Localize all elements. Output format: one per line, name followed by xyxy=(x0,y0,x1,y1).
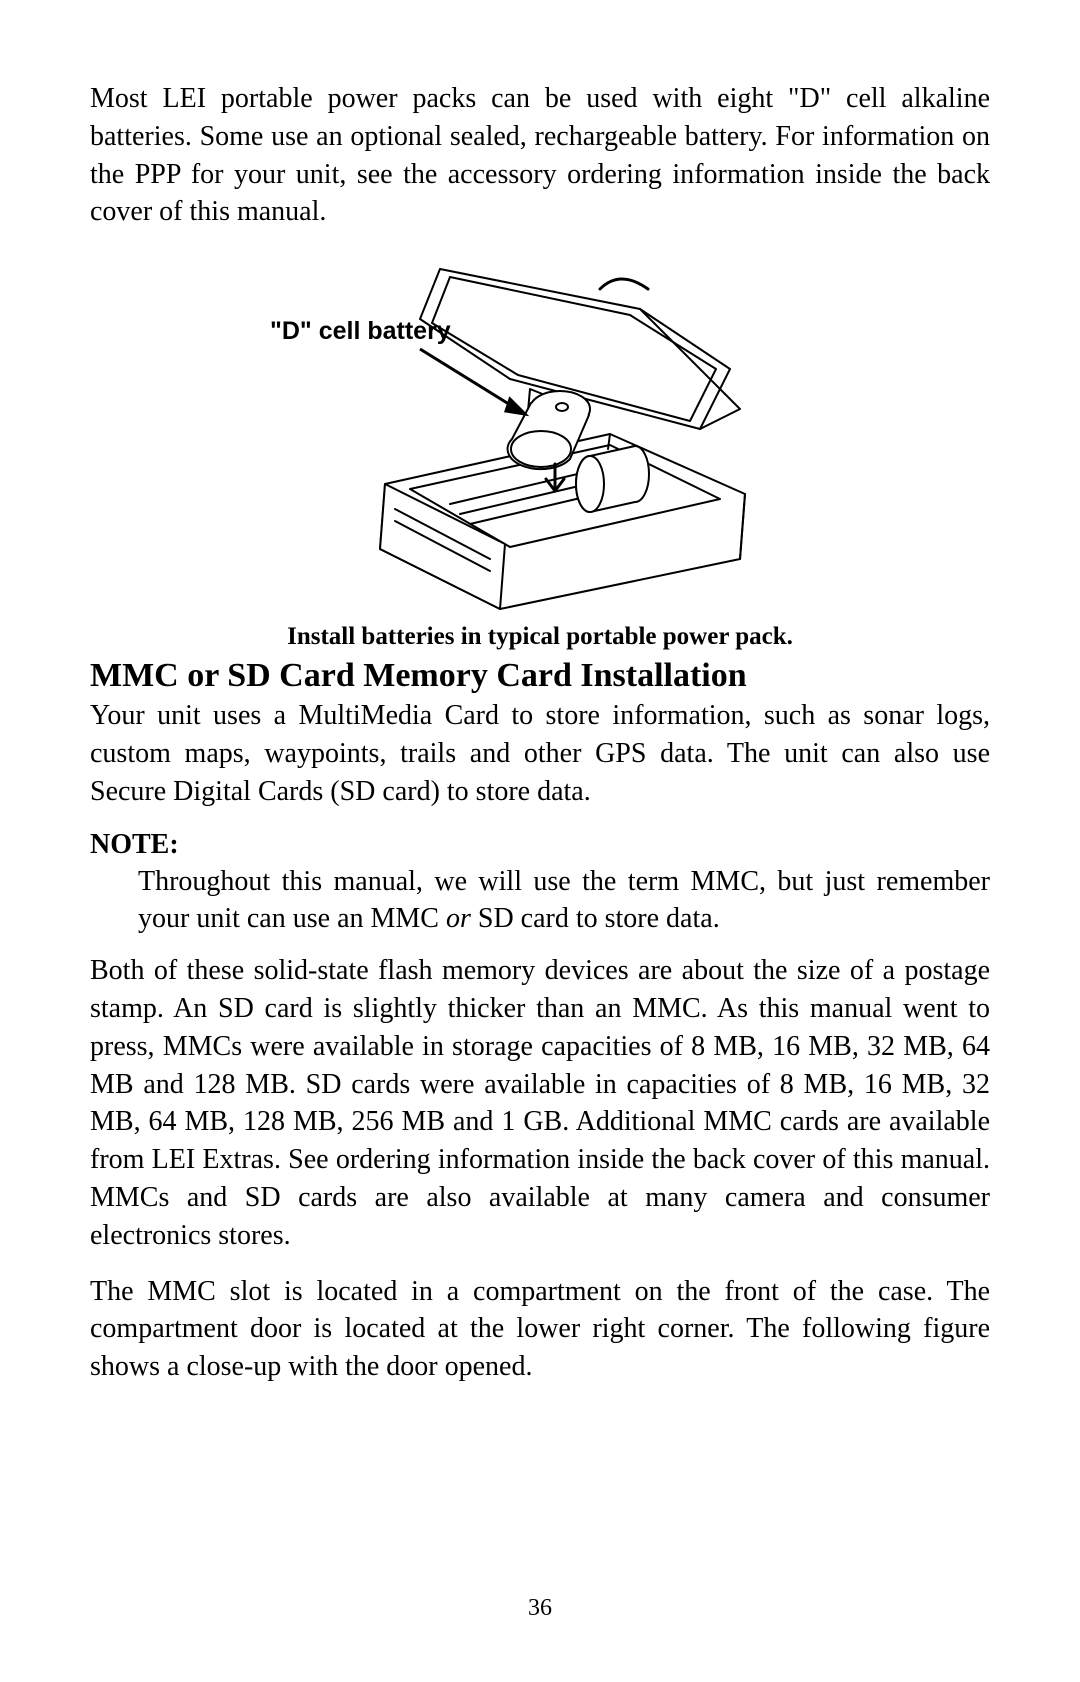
page-number: 36 xyxy=(0,1595,1080,1622)
mmc-body-1: Both of these solid-state flash memory d… xyxy=(90,952,990,1254)
intro-paragraph: Most LEI portable power packs can be use… xyxy=(90,80,990,231)
manual-page: Most LEI portable power packs can be use… xyxy=(0,0,1080,1682)
mmc-body-2: The MMC slot is located in a compartment… xyxy=(90,1273,990,1386)
note-body-italic: or xyxy=(446,903,471,934)
figure-power-pack: "D" cell battery xyxy=(90,249,990,619)
battery-callout-label: "D" cell battery xyxy=(270,317,451,346)
power-pack-diagram xyxy=(300,249,780,619)
figure-caption: Install batteries in typical portable po… xyxy=(90,623,990,651)
note-body: Throughout this manual, we will use the … xyxy=(138,863,990,939)
note-label: NOTE: xyxy=(90,829,990,861)
mmc-heading: MMC or SD Card Memory Card Installation xyxy=(90,657,990,695)
note-body-post: SD card to store data. xyxy=(471,903,720,934)
mmc-intro-paragraph: Your unit uses a MultiMedia Card to stor… xyxy=(90,697,990,810)
